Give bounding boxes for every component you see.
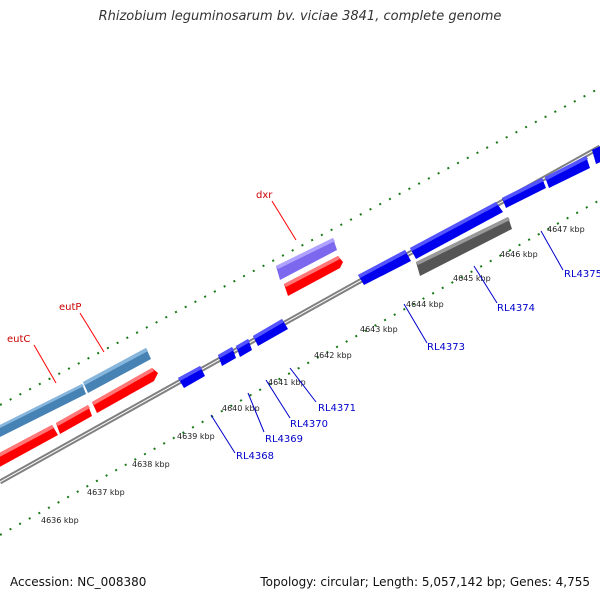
- genome-summary: Topology: circular; Length: 5,057,142 bp…: [260, 575, 590, 589]
- accession-label: Accession: NC_008380: [10, 575, 147, 589]
- tick-label: 4642 kbp: [314, 351, 352, 360]
- tick-label: 4644 kbp: [406, 300, 444, 309]
- tick-label: 4640 kbp: [222, 404, 260, 413]
- gene-blue-b: [592, 146, 600, 164]
- tick-label: 4637 kbp: [87, 488, 125, 497]
- tick-label: 4636 kbp: [41, 516, 79, 525]
- gene-red-3: [92, 368, 158, 413]
- gene-RL4368-block: [178, 366, 205, 388]
- gene-label-RL4371[interactable]: RL4371: [318, 403, 356, 414]
- gene-label-eutC[interactable]: eutC: [7, 334, 30, 345]
- gene-label-RL4373[interactable]: RL4373: [427, 342, 465, 353]
- tick-label: 4643 kbp: [360, 325, 398, 334]
- gene-label-RL4368[interactable]: RL4368: [236, 451, 274, 462]
- gene-RL4375-block: [545, 156, 590, 188]
- gene-label-RL4374[interactable]: RL4374: [497, 303, 535, 314]
- gene-dxr-block: [276, 238, 337, 280]
- gene-blue-a: [502, 178, 546, 208]
- gene-RL4370-block: [236, 339, 252, 357]
- tick-label: 4638 kbp: [132, 460, 170, 469]
- tick-label: 4646 kbp: [500, 250, 538, 259]
- gene-red-2: [56, 405, 92, 434]
- gene-RL4373-block: [358, 250, 411, 285]
- inner-tick-track: [0, 199, 600, 536]
- genome-title: Rhizobium leguminosarum bv. viciae 3841,…: [98, 9, 502, 24]
- outer-tick-track: [0, 87, 600, 406]
- tick-label: 4639 kbp: [177, 432, 215, 441]
- tick-label: 4645 kbp: [453, 274, 491, 283]
- gene-red-1: [0, 425, 58, 467]
- gene-label-eutP[interactable]: eutP: [59, 302, 81, 313]
- tick-label: 4641 kbp: [268, 378, 306, 387]
- tick-label: 4647 kbp: [547, 225, 585, 234]
- gene-label-RL4369[interactable]: RL4369: [265, 434, 303, 445]
- gene-label-RL4370[interactable]: RL4370: [290, 419, 328, 430]
- gene-red-dxr: [284, 256, 343, 296]
- gene-eutP-block: [83, 348, 151, 393]
- gene-RL4369-block: [218, 347, 236, 366]
- gene-label-RL4375[interactable]: RL4375: [564, 269, 600, 280]
- gene-RL4371-block: [253, 319, 288, 346]
- gene-RL4374-block: [410, 202, 503, 259]
- gene-label-dxr[interactable]: dxr: [256, 190, 273, 201]
- gene-gray: [416, 217, 512, 276]
- gene-eutC-block: [0, 384, 86, 437]
